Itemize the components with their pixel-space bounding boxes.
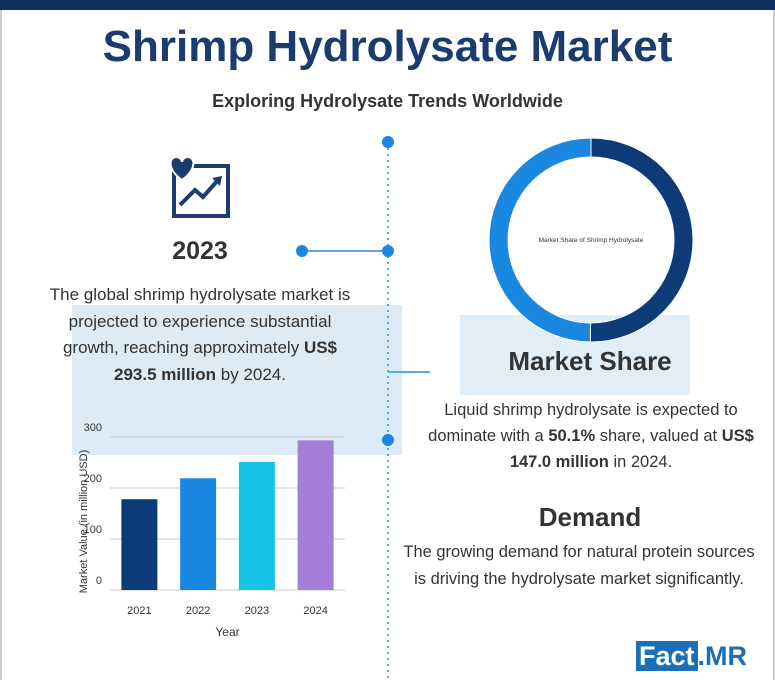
logo: Fact .MR — [636, 641, 747, 672]
text: Liquid shrimp hydrolysate is expected to… — [428, 401, 738, 445]
text: in 2024. — [608, 453, 673, 471]
donut-title: Market Share of Shrimp Hydrolysate — [539, 237, 644, 244]
text: by 2024. — [216, 364, 286, 384]
x-tick-label: 2021 — [127, 605, 151, 617]
dot — [382, 245, 394, 257]
heading: Demand — [538, 502, 642, 532]
y-tick-label: 200 — [84, 473, 102, 485]
y-tick-label: 100 — [84, 524, 102, 536]
watermark-box — [72, 305, 402, 455]
text: US$ 293.5 million — [114, 338, 338, 384]
dot — [382, 136, 394, 148]
bar — [180, 478, 217, 590]
heading: Market Share — [508, 346, 672, 376]
paragraph: The global shrimp hydrolysate market is … — [40, 282, 360, 388]
x-tick-label: 2022 — [186, 605, 210, 617]
paragraph: Liquid shrimp hydrolysate is expected to… — [420, 397, 762, 475]
dot — [382, 434, 394, 446]
year: 2023 — [172, 237, 228, 265]
logo-text: Fact — [636, 641, 698, 671]
growth-icon — [169, 155, 230, 218]
subtitle: Exploring Hydrolysate Trends Worldwide — [212, 91, 563, 111]
paragraph: The growing demand for natural protein s… — [403, 543, 755, 588]
title: Shrimp Hydrolysate Market — [102, 22, 673, 71]
text: share, valued at — [595, 427, 722, 445]
x-tick-label: 2024 — [303, 605, 327, 617]
text: 50.1% — [548, 427, 596, 445]
x-axis-label: Year — [215, 625, 239, 639]
bar — [297, 440, 334, 590]
x-tick-label: 2023 — [245, 605, 269, 617]
text: US$ 147.0 million — [509, 427, 754, 471]
text: The global shrimp hydrolysate market is … — [49, 285, 351, 357]
top-band — [0, 0, 775, 10]
donut-segment — [488, 137, 592, 343]
y-axis-label: Market Value (in million USD) — [78, 450, 90, 593]
logo-text: .MR — [697, 641, 748, 671]
dot — [296, 245, 308, 257]
bar — [121, 499, 158, 590]
bar — [238, 461, 275, 590]
y-tick-label: 300 — [84, 422, 102, 434]
y-tick-label: 0 — [96, 575, 102, 587]
